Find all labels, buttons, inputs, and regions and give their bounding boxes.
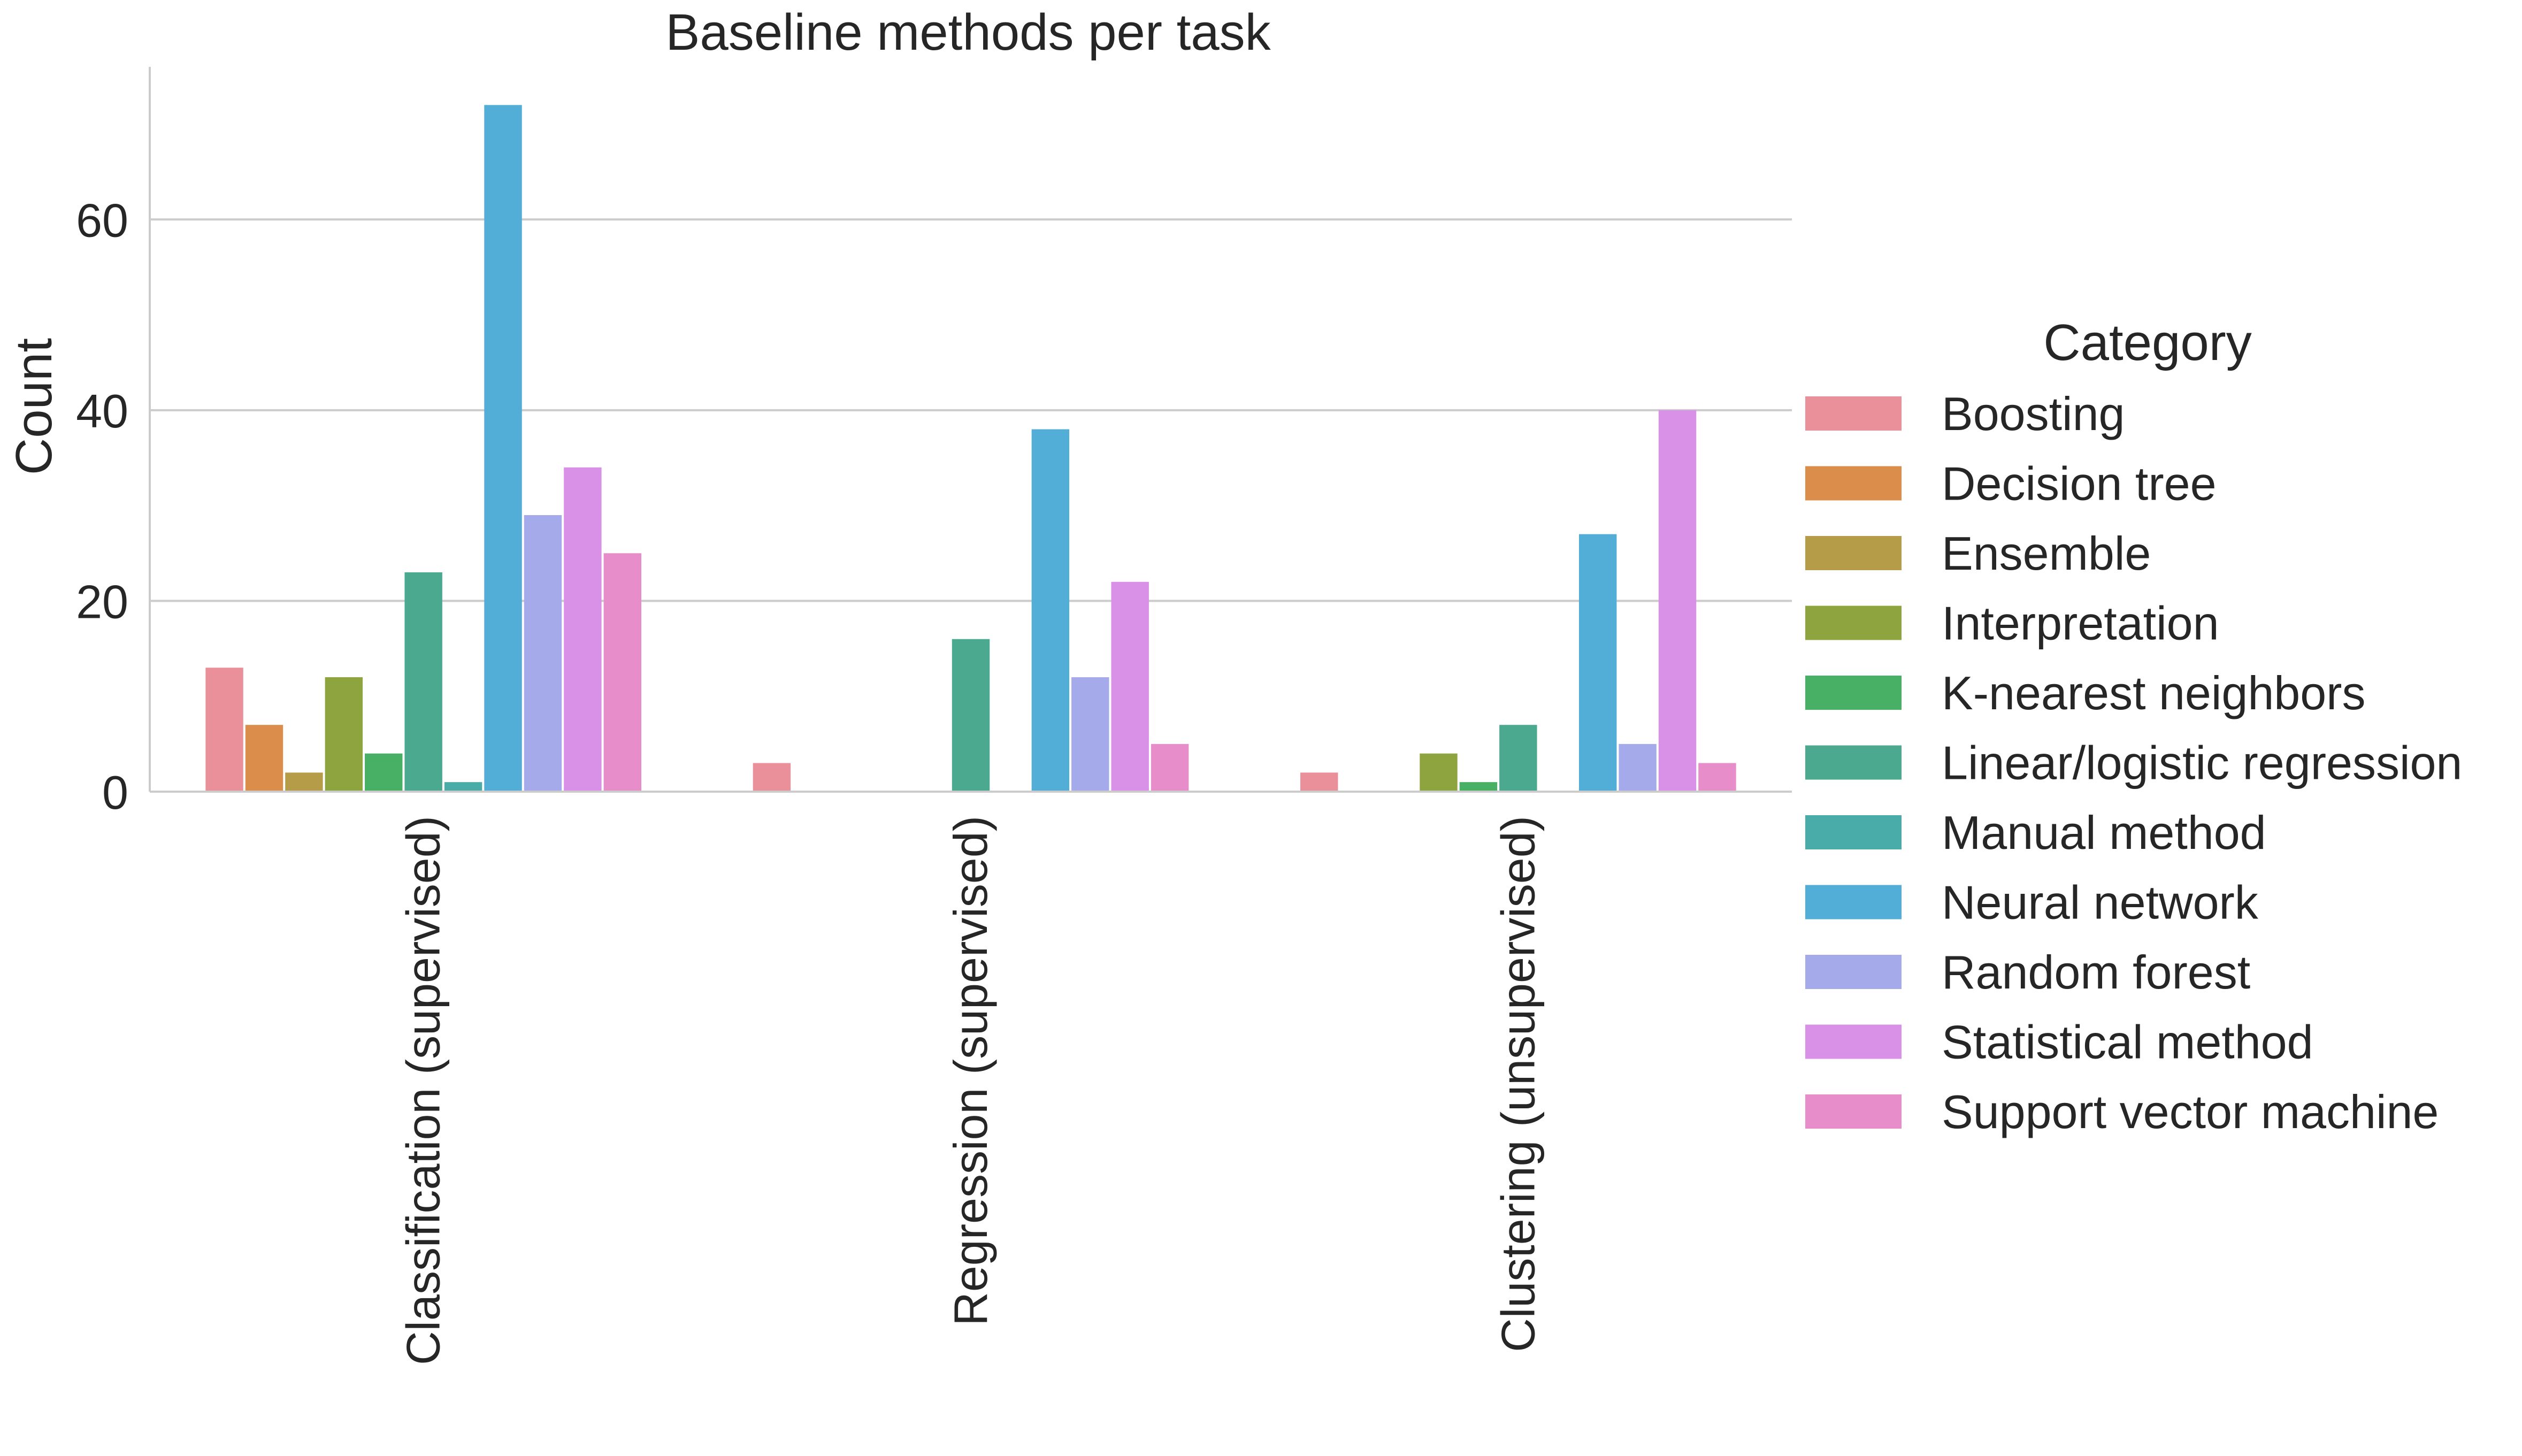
y-tick-labels: 0 20 40 60 <box>76 194 128 819</box>
legend-label: Decision tree <box>1942 457 2217 510</box>
bar <box>603 553 641 792</box>
legend-swatch <box>1805 676 1902 710</box>
legend-swatch <box>1805 466 1902 501</box>
legend-label: Neural network <box>1942 876 2259 929</box>
bar <box>1031 429 1070 792</box>
legend-label: Ensemble <box>1942 527 2151 580</box>
bar <box>1071 677 1109 792</box>
bar <box>205 668 243 792</box>
y-tick-label: 20 <box>76 575 128 628</box>
legend: Boosting Decision tree Ensemble Interpretat… <box>1805 387 2462 1138</box>
legend-swatch <box>1805 955 1902 989</box>
y-axis-label: Count <box>5 338 63 475</box>
legend-label: Support vector machine <box>1942 1085 2439 1138</box>
bars <box>205 105 1736 792</box>
bar <box>564 467 602 792</box>
bar <box>1111 581 1149 792</box>
bar <box>325 677 363 792</box>
bar <box>1658 410 1697 792</box>
legend-swatch <box>1805 396 1902 431</box>
legend-swatch <box>1805 745 1902 780</box>
bar <box>365 753 403 792</box>
legend-swatch <box>1805 1024 1902 1059</box>
bar <box>1698 763 1736 792</box>
legend-swatch <box>1805 1094 1902 1129</box>
legend-swatch <box>1805 885 1902 919</box>
bar <box>1578 534 1617 792</box>
bar <box>524 515 562 792</box>
bar <box>1499 725 1537 792</box>
legend-label: Interpretation <box>1942 597 2219 650</box>
legend-label: Manual method <box>1942 806 2266 859</box>
bar <box>484 105 522 792</box>
bar <box>753 763 791 792</box>
gridlines <box>150 218 1792 602</box>
legend-label: Linear/logistic regression <box>1942 737 2462 790</box>
y-tick-label: 60 <box>76 194 128 247</box>
legend-swatch <box>1805 606 1902 640</box>
bar <box>1459 782 1498 792</box>
x-tick-label: Classification (supervised) <box>397 816 450 1365</box>
bar <box>245 725 283 792</box>
chart-title: Baseline methods per task <box>665 4 1271 61</box>
x-tick-label: Clustering (unsupervised) <box>1491 816 1544 1352</box>
y-tick-label: 0 <box>102 766 128 819</box>
y-tick-label: 40 <box>76 385 128 438</box>
x-tick-labels: Classification (supervised) Regression (s… <box>397 816 1545 1365</box>
bar <box>952 639 990 792</box>
legend-label: Boosting <box>1942 387 2125 440</box>
bar <box>1151 744 1189 792</box>
legend-label: K-nearest neighbors <box>1942 666 2365 719</box>
bar <box>285 772 323 792</box>
bar <box>444 782 482 792</box>
bar <box>1619 744 1657 792</box>
bar <box>1300 772 1338 792</box>
x-tick-label: Regression (supervised) <box>944 816 997 1326</box>
legend-title: Category <box>2043 314 2252 371</box>
bar <box>1420 753 1458 792</box>
bar <box>404 572 442 792</box>
legend-label: Statistical method <box>1942 1016 2313 1069</box>
legend-swatch <box>1805 815 1902 849</box>
legend-label: Random forest <box>1942 946 2250 999</box>
legend-swatch <box>1805 536 1902 570</box>
